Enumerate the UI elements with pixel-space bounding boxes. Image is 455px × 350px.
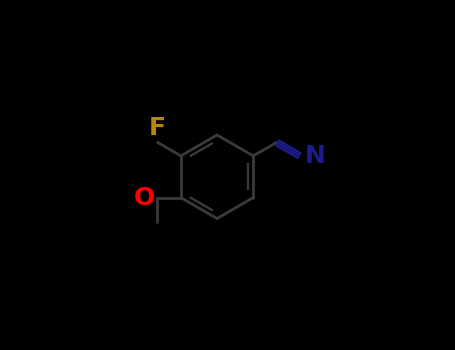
- Text: N: N: [305, 144, 326, 168]
- Text: F: F: [149, 116, 166, 140]
- Text: O: O: [134, 186, 155, 210]
